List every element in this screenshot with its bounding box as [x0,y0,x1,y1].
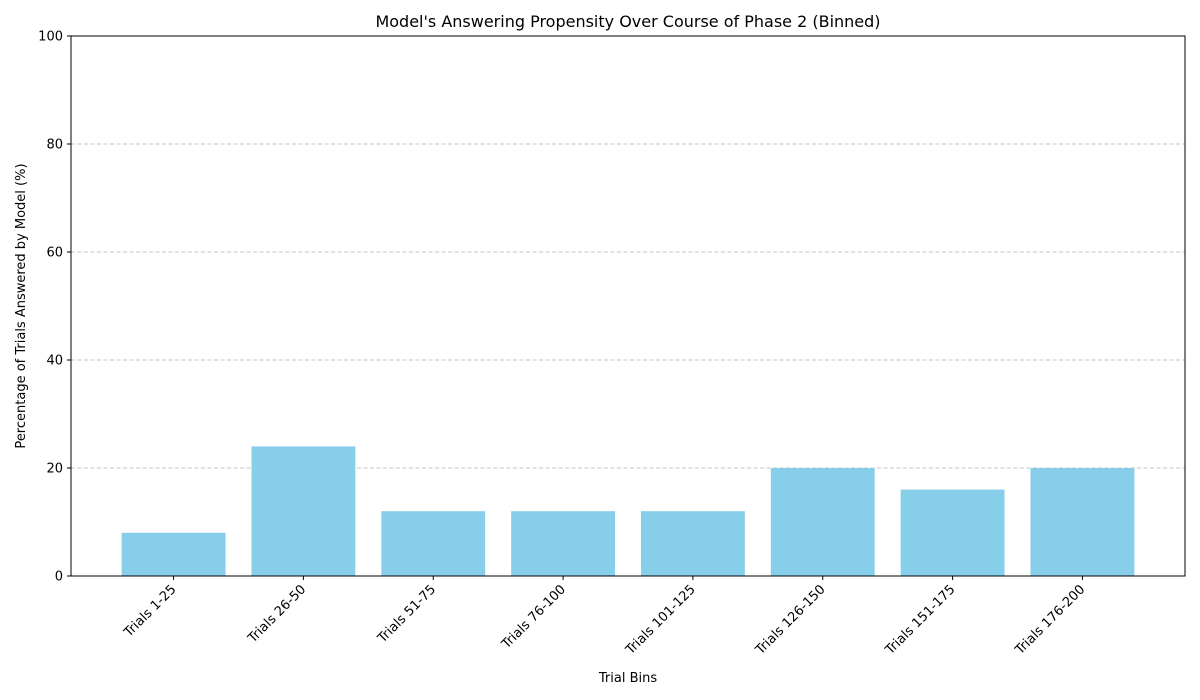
x-tick-label: Trials 176-200 [1012,582,1088,658]
x-tick-label: Trials 26-50 [245,582,310,647]
y-axis-ticks: 0 20 40 60 80 100 [38,30,71,585]
x-axis-ticks: Trials 1-25 Trials 26-50 Trials 51-75 Trial… [121,576,1088,658]
bar [640,511,745,576]
y-axis-label: Percentage of Trials Answered by Model (… [14,163,29,448]
bar [1030,468,1135,576]
x-tick-label: Trials 151-175 [882,582,958,658]
bar [511,511,616,576]
bar [121,532,226,576]
plot-frame [70,35,1186,577]
bar [251,446,356,576]
bar [381,511,486,576]
bar [770,468,875,576]
x-tick-label: Trials 51-75 [375,582,440,647]
grid-lines [71,143,1185,469]
x-tick-label: Trials 126-150 [752,582,828,658]
y-tick-label: 100 [38,30,63,45]
x-tick-label: Trials 1-25 [121,582,180,641]
x-tick-label: Trials 101-125 [623,582,699,658]
bars [121,446,1135,576]
x-axis-label: Trial Bins [598,671,657,686]
chart-title: Model's Answering Propensity Over Course… [375,12,880,31]
y-tick-label: 0 [55,570,63,585]
y-tick-label: 60 [46,246,63,261]
y-tick-label: 40 [46,354,63,369]
x-tick-label: Trials 76-100 [499,582,569,652]
y-tick-label: 80 [46,138,63,153]
y-tick-label: 20 [46,462,63,477]
bar [900,489,1005,576]
